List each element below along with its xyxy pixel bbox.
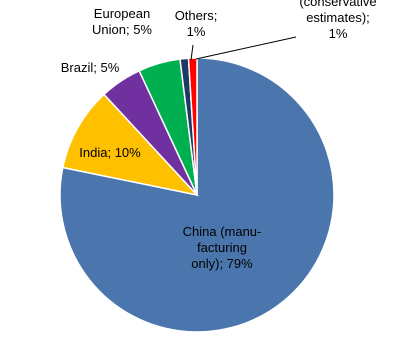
data-label: Others; 1% (175, 8, 218, 39)
leader-line (190, 44, 194, 61)
data-label: India; 10% (79, 145, 141, 160)
data-label: China (manu-facturing only); 79% (183, 224, 262, 271)
pie-slice (59, 57, 335, 333)
data-label: Brazil; 5% (61, 60, 120, 75)
data-label: European Union; 5% (92, 6, 152, 37)
pie-slice (61, 93, 200, 197)
leader-line (195, 36, 297, 60)
pie-slice (187, 57, 198, 196)
